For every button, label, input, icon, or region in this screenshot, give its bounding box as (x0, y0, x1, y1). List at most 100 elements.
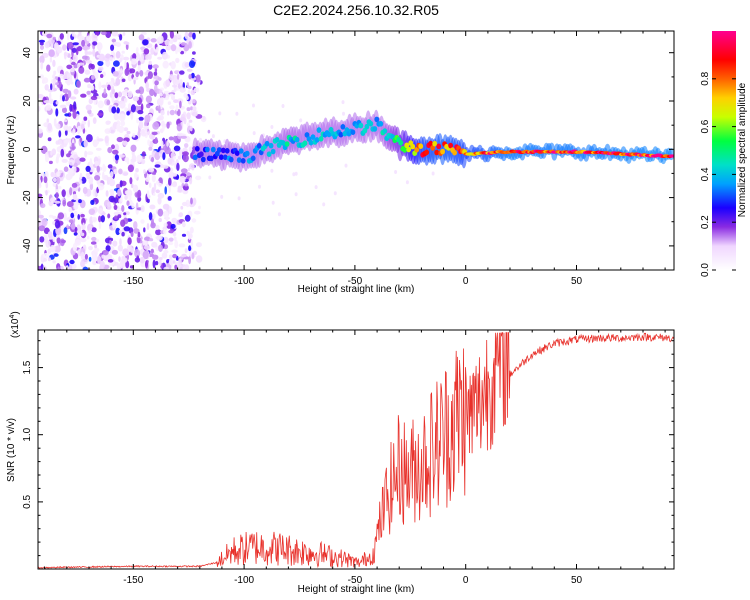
heatmap-cell (150, 248, 154, 254)
heatmap-cell (122, 32, 126, 36)
heatmap-cell (155, 236, 161, 240)
snr-x-label: Height of straight line (km) (298, 584, 415, 595)
y-tick-label: -40 (22, 238, 33, 253)
heatmap-cell (168, 237, 174, 242)
heatmap-cell (88, 98, 94, 105)
heatmap-cell (90, 199, 95, 205)
heatmap-cell (83, 139, 89, 148)
heatmap-cell (175, 57, 180, 64)
heatmap-cell (113, 204, 118, 210)
heatmap-cell (155, 46, 159, 53)
heatmap-cell (85, 172, 91, 178)
heatmap-cell (158, 35, 164, 44)
heatmap-ridge-cell (250, 155, 256, 162)
heatmap-ridge-cell (316, 127, 322, 133)
heatmap-cell (46, 118, 50, 123)
snr-frame (37, 329, 675, 570)
heatmap-cell (126, 211, 130, 216)
heatmap-cell (84, 69, 91, 75)
heatmap-cell (93, 247, 100, 253)
heatmap-cell (102, 165, 107, 173)
heatmap-cell (162, 93, 166, 99)
heatmap-cell (58, 73, 64, 78)
heatmap-cell (112, 220, 116, 229)
heatmap-cell (55, 82, 59, 86)
heatmap-cell (107, 259, 114, 263)
heatmap-cell (111, 106, 117, 114)
heatmap-ridge-cell (398, 140, 404, 146)
heatmap-cell (68, 207, 73, 213)
heatmap-cell (143, 169, 146, 175)
heatmap-ridge-cell (240, 158, 246, 164)
heatmap-cell (114, 92, 119, 99)
heatmap-cell (187, 90, 191, 94)
heatmap-ridge-cell (236, 157, 242, 163)
heatmap-cell (134, 257, 141, 263)
heatmap-cell (118, 113, 126, 122)
heatmap-cell (184, 62, 190, 68)
heatmap-cell (160, 140, 164, 149)
heatmap-cell (88, 246, 93, 251)
heatmap-cell (106, 99, 111, 106)
heatmap-cell (154, 80, 159, 86)
heatmap-cell (109, 189, 115, 194)
heatmap-cell (131, 154, 137, 162)
heatmap-ridge-cell (192, 154, 198, 161)
x-tick-label: -50 (348, 276, 363, 287)
heatmap-cell (140, 103, 144, 111)
heatmap-cell (84, 253, 88, 260)
heatmap-cell (46, 33, 53, 39)
heatmap-cell (64, 113, 70, 117)
snr-multiplier: (x104) (9, 311, 21, 338)
heatmap-cell (192, 106, 197, 112)
heatmap-cell (60, 239, 66, 244)
heatmap-cell (182, 184, 189, 191)
heatmap-cell (195, 175, 202, 181)
heatmap-cell (171, 182, 177, 188)
heatmap-cell (159, 92, 163, 97)
heatmap-cell (145, 95, 152, 104)
heatmap-cell (126, 200, 130, 206)
heatmap-cell (127, 237, 132, 245)
heatmap-cell (91, 216, 97, 223)
heatmap-cell (96, 165, 101, 173)
heatmap-cell (148, 182, 152, 189)
heatmap-cell (67, 31, 70, 41)
heatmap-cell (194, 210, 201, 215)
heatmap-cell (159, 258, 162, 267)
heatmap-cell (123, 226, 131, 232)
heatmap-cell (150, 156, 155, 163)
heatmap-cell (55, 101, 59, 105)
heatmap-cell (48, 160, 53, 165)
heatmap-cell (188, 233, 193, 239)
heatmap-ridge-cell (410, 143, 416, 150)
heatmap-cell (180, 205, 184, 210)
heatmap-frame (37, 30, 675, 271)
heatmap-cell (199, 137, 202, 142)
heatmap-cell (112, 149, 119, 155)
heatmap-cell (237, 196, 241, 201)
heatmap-cell (38, 225, 45, 232)
heatmap-cell (53, 118, 57, 127)
heatmap-ridge-cell (424, 149, 430, 156)
heatmap-cell (154, 152, 161, 161)
heatmap-ridge-cell (318, 136, 324, 142)
heatmap-y-ticks: -40 -20 0 20 40 (22, 47, 674, 271)
heatmap-cell (57, 185, 62, 190)
heatmap-cell (118, 154, 126, 158)
heatmap-cell (80, 123, 85, 130)
heatmap-x-ticks: -150 -100 -50 0 50 (44, 31, 666, 287)
heatmap-cell (38, 105, 41, 112)
heatmap-cell (139, 70, 144, 77)
heatmap-cell (154, 84, 158, 93)
heatmap-cell (258, 184, 261, 189)
y-tick-label: 0 (22, 146, 33, 152)
heatmap-cell (127, 90, 133, 98)
heatmap-cell (152, 192, 156, 196)
heatmap-cell (128, 194, 132, 201)
heatmap-cell (168, 258, 174, 266)
heatmap-cell (130, 144, 137, 152)
heatmap-cell (85, 165, 91, 172)
heatmap-cell (72, 54, 78, 62)
heatmap-cell (179, 70, 185, 75)
